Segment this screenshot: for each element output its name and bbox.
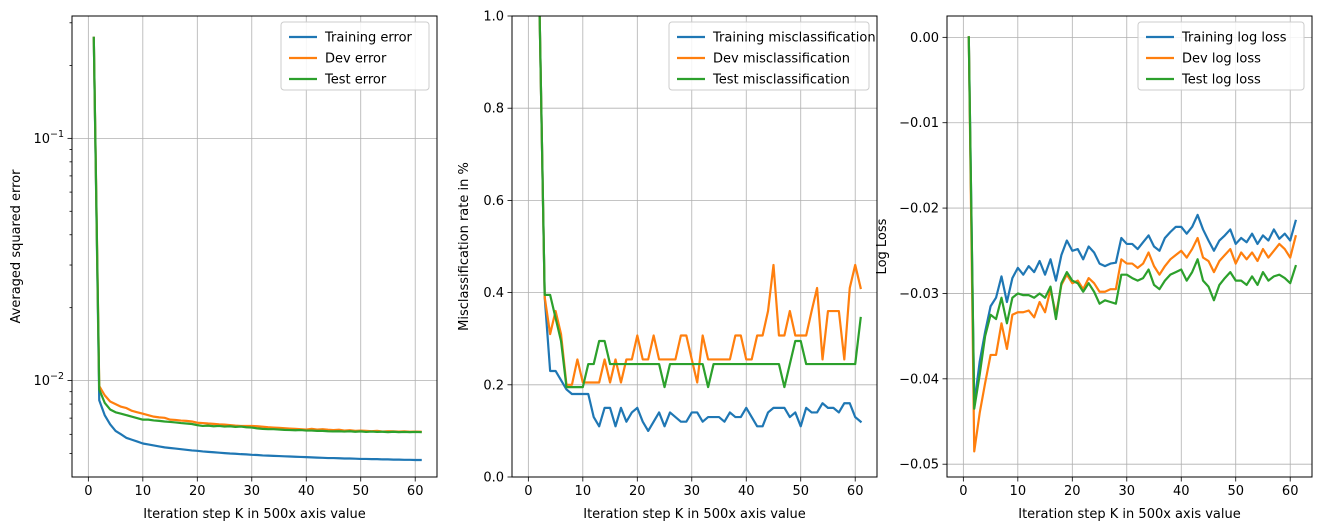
x-tick-label: 50 bbox=[792, 484, 809, 499]
x-tick-label: 30 bbox=[684, 484, 701, 499]
y-tick-label: −0.02 bbox=[899, 202, 939, 217]
y-tick-label: 0.4 bbox=[483, 286, 504, 301]
x-tick-label: 30 bbox=[1119, 484, 1136, 499]
legend: Training error Dev error Test error bbox=[280, 21, 430, 91]
series-line-test-error bbox=[92, 36, 422, 434]
x-axis-label: Iteration step K in 500x axis value bbox=[583, 507, 806, 522]
series-line-training-log-loss bbox=[967, 36, 1298, 406]
y-tick-label: 0.00 bbox=[910, 31, 939, 46]
x-tick-label: 40 bbox=[738, 484, 755, 499]
y-tick-label: −0.04 bbox=[899, 372, 939, 387]
x-tick-label: 10 bbox=[575, 484, 592, 499]
legend-box bbox=[1137, 21, 1305, 91]
y-tick-label: 0.0 bbox=[483, 471, 504, 486]
legend-entry-dev-log-loss: Dev log loss bbox=[1182, 52, 1261, 67]
legend: Training misclassification Dev misclassif… bbox=[668, 21, 876, 91]
plot-frame bbox=[71, 15, 438, 478]
series-line-training-misclassification bbox=[538, 16, 863, 432]
x-tick-label: 20 bbox=[629, 484, 646, 499]
y-axis-label: Averaged squared error bbox=[9, 169, 24, 324]
x-tick-label: 60 bbox=[1282, 484, 1299, 499]
chart-panel-misclassification: 0 10 20 30 40 50 60 0.0 0.2 0.4 0.6 0.8 1.0 Iteration… bbox=[457, 10, 878, 522]
x-axis-label: Iteration step K in 500x axis value bbox=[1018, 507, 1241, 522]
series-line-dev-log-loss bbox=[967, 36, 1297, 453]
y-tick-label: −0.01 bbox=[899, 116, 939, 131]
y-tick-label: 0.6 bbox=[483, 194, 504, 209]
y-axis-label: Log Loss bbox=[875, 218, 890, 274]
y-tick-label: 10−1 bbox=[33, 129, 64, 147]
chart-panel-squared-error: 0 10 20 30 40 50 60 10−2 10−1 Iteration step K in… bbox=[9, 15, 438, 522]
legend-entry-dev-misclassification: Dev misclassification bbox=[713, 52, 850, 67]
legend-entry-dev-error: Dev error bbox=[325, 52, 387, 67]
x-tick-label: 40 bbox=[298, 484, 315, 499]
chart-panel-log-loss: 0 10 20 30 40 50 60 0.00 −0.01 −0.02 −0.03 −0.04 −0.… bbox=[875, 15, 1313, 522]
x-tick-label: 10 bbox=[1010, 484, 1027, 499]
legend-box bbox=[668, 21, 870, 91]
x-tick-label: 0 bbox=[84, 484, 92, 499]
series-line-dev-misclassification bbox=[538, 16, 862, 386]
legend-entry-test-error: Test error bbox=[324, 73, 387, 88]
legend-entry-training-log-loss: Training log loss bbox=[1181, 31, 1287, 46]
x-tick-label: 20 bbox=[1064, 484, 1081, 499]
y-tick-label: −0.05 bbox=[899, 458, 939, 473]
x-tick-label: 40 bbox=[1173, 484, 1190, 499]
legend: Training log loss Dev log loss Test log lo… bbox=[1137, 21, 1305, 91]
y-tick-label: 1.0 bbox=[483, 10, 504, 25]
legend-entry-training-misclassification: Training misclassification bbox=[712, 31, 876, 46]
x-tick-label: 60 bbox=[407, 484, 424, 499]
series-line-test-log-loss bbox=[967, 36, 1298, 410]
x-tick-label: 30 bbox=[244, 484, 261, 499]
legend-entry-test-log-loss: Test log loss bbox=[1181, 73, 1261, 88]
y-tick-label: 10−2 bbox=[33, 371, 64, 389]
y-tick-label: 0.8 bbox=[483, 102, 504, 117]
x-tick-label: 0 bbox=[959, 484, 967, 499]
x-tick-label: 10 bbox=[135, 484, 152, 499]
plot-frame bbox=[511, 15, 878, 478]
y-axis-label: Misclassification rate in % bbox=[457, 162, 472, 331]
plot-frame bbox=[946, 15, 1313, 478]
y-tick-label: −0.03 bbox=[899, 287, 939, 302]
x-axis-label: Iteration step K in 500x axis value bbox=[143, 507, 366, 522]
legend-entry-training-error: Training error bbox=[324, 31, 413, 46]
x-tick-label: 60 bbox=[847, 484, 864, 499]
y-tick-label: 0.2 bbox=[483, 378, 504, 393]
legend-entry-test-misclassification: Test misclassification bbox=[712, 73, 850, 88]
x-tick-label: 50 bbox=[352, 484, 369, 499]
x-tick-label: 50 bbox=[1227, 484, 1244, 499]
series-line-training-error bbox=[92, 36, 422, 462]
legend-box bbox=[280, 21, 430, 91]
x-tick-label: 20 bbox=[189, 484, 206, 499]
series-line-test-misclassification bbox=[538, 16, 862, 389]
x-tick-label: 0 bbox=[524, 484, 532, 499]
